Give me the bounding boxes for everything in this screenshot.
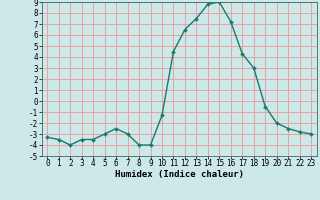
X-axis label: Humidex (Indice chaleur): Humidex (Indice chaleur) [115, 170, 244, 179]
